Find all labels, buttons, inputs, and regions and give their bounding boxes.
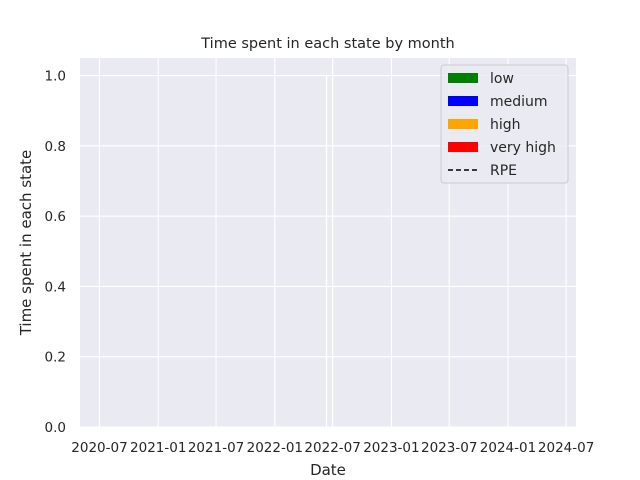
y-tick-label: 0.8 — [45, 139, 66, 155]
chart-title: Time spent in each state by month — [200, 36, 454, 52]
legend-label: high — [490, 117, 521, 133]
y-tick-label: 0.0 — [45, 420, 66, 436]
x-tick-label: 2022-01 — [247, 440, 303, 456]
y-axis-label: Time spent in each state — [17, 150, 35, 337]
legend-label: very high — [490, 140, 556, 156]
legend: low medium high very high RPE — [440, 64, 569, 184]
x-tick-label: 2020-07 — [71, 440, 127, 456]
legend-swatch — [448, 119, 478, 129]
x-tick-label: 2023-07 — [421, 440, 477, 456]
legend-swatch — [448, 142, 478, 152]
y-axis-ticks: 0.0 0.2 0.4 0.6 0.8 1.0 — [45, 69, 66, 436]
x-tick-label: 2022-07 — [304, 440, 360, 456]
x-axis-ticks: 2020-07 2021-01 2021-07 2022-01 2022-07 2023-… — [71, 440, 594, 456]
legend-label: medium — [490, 94, 548, 110]
legend-label: low — [490, 71, 514, 87]
legend-swatch — [448, 73, 478, 83]
x-tick-label: 2023-01 — [363, 440, 419, 456]
x-tick-label: 2021-01 — [130, 440, 186, 456]
legend-swatch — [448, 96, 478, 106]
y-tick-label: 0.4 — [45, 279, 66, 295]
x-tick-label: 2024-01 — [480, 440, 536, 456]
y-tick-label: 0.2 — [45, 350, 66, 366]
x-tick-label: 2021-07 — [188, 440, 244, 456]
x-axis-label: Date — [310, 461, 346, 479]
legend-label: RPE — [490, 163, 517, 179]
legend-box — [440, 64, 569, 184]
y-tick-label: 0.6 — [45, 209, 66, 225]
x-tick-label: 2024-07 — [538, 440, 594, 456]
y-tick-label: 1.0 — [45, 69, 66, 85]
